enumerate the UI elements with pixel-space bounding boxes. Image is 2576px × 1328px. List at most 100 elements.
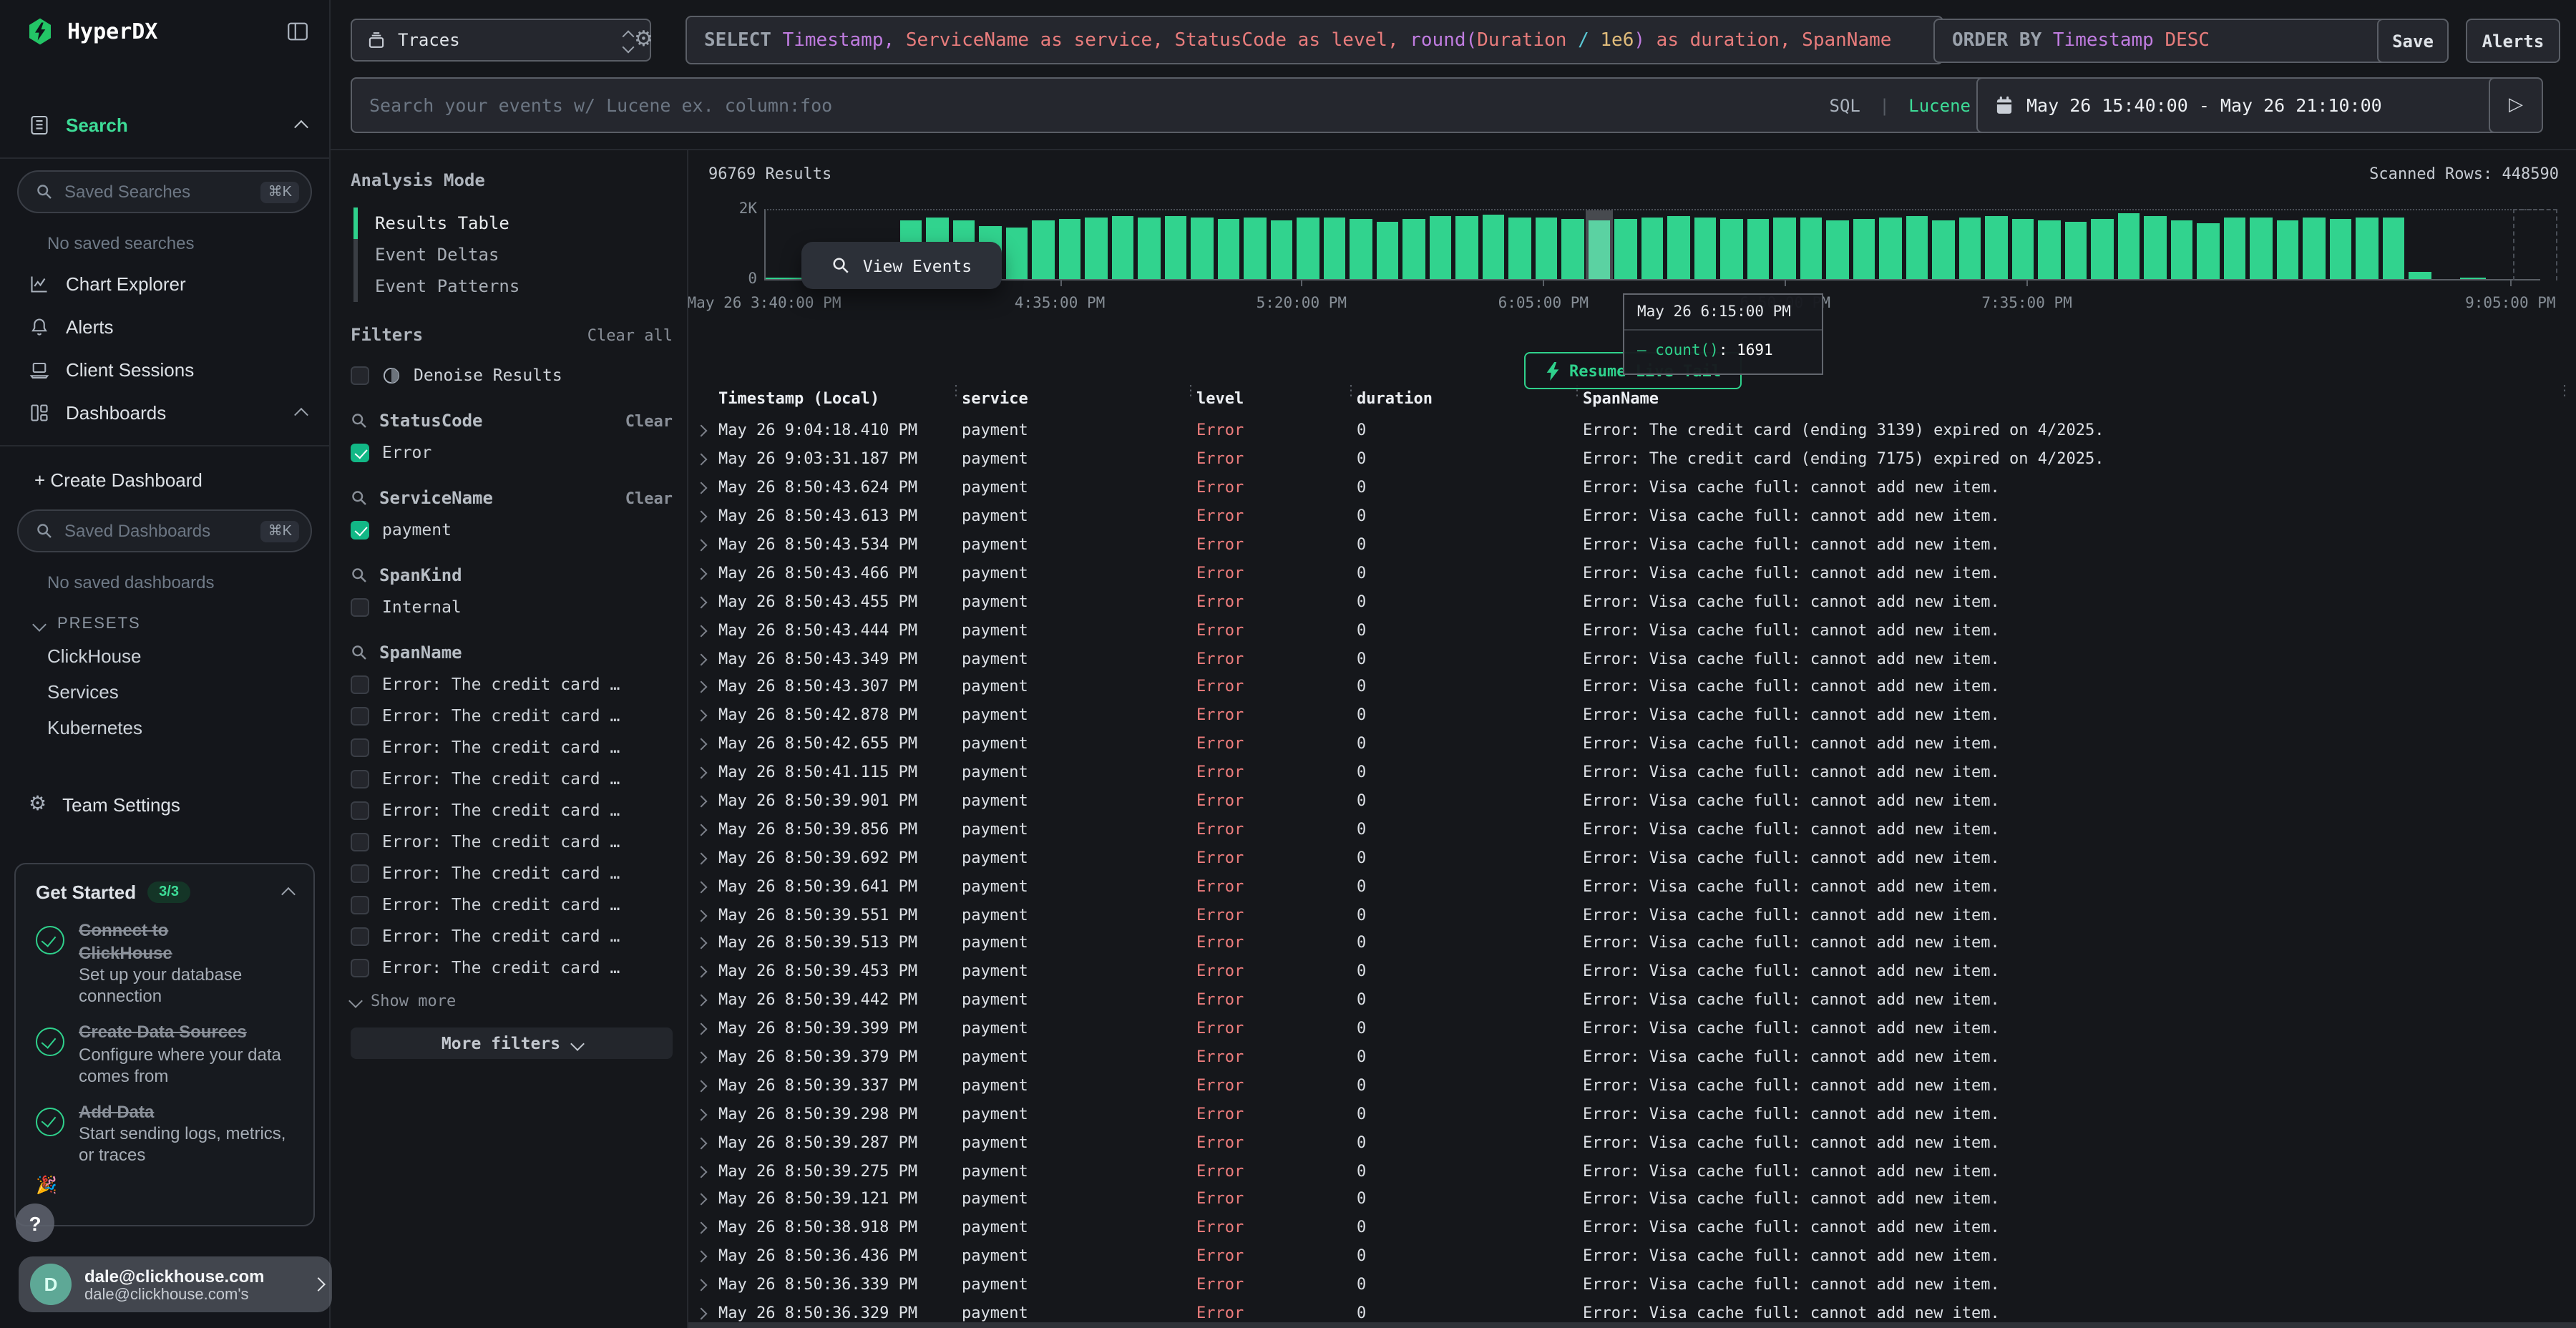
histogram-bar[interactable] [1826, 221, 1848, 279]
checkbox-unchecked[interactable] [351, 675, 369, 693]
checkbox-checked[interactable] [351, 443, 369, 462]
histogram-bar[interactable] [2038, 220, 2060, 279]
row-expand-icon[interactable] [697, 1304, 718, 1322]
histogram-bar[interactable] [2329, 219, 2351, 279]
table-row[interactable]: May 26 8:50:36.436 PMpaymentError0Error:… [688, 1242, 2576, 1271]
row-expand-icon[interactable] [697, 592, 718, 611]
sidebar-item-team-settings[interactable]: ⚙ Team Settings [0, 783, 329, 826]
histogram-bar[interactable] [1747, 220, 1769, 280]
histogram-bar[interactable] [2144, 216, 2166, 279]
histogram-bar[interactable] [2117, 214, 2140, 279]
col-spanname[interactable]: SpanName [1583, 389, 2576, 407]
table-row[interactable]: May 26 9:04:18.410 PMpaymentError0Error:… [688, 416, 2576, 445]
horizontal-scrollbar[interactable] [688, 1322, 2576, 1328]
table-row[interactable]: May 26 8:50:43.534 PMpaymentError0Error:… [688, 530, 2576, 559]
row-expand-icon[interactable] [697, 1190, 718, 1209]
row-expand-icon[interactable] [697, 678, 718, 696]
row-expand-icon[interactable] [697, 934, 718, 952]
histogram-bar[interactable] [1191, 218, 1214, 279]
row-expand-icon[interactable] [697, 820, 718, 839]
date-range-picker[interactable]: May 26 15:40:00 - May 26 21:10:00 [1976, 77, 2503, 133]
checkbox-unchecked[interactable] [351, 706, 369, 725]
histogram-bar[interactable] [1165, 216, 1187, 279]
table-row[interactable]: May 26 8:50:39.513 PMpaymentError0Error:… [688, 929, 2576, 957]
histogram-bar[interactable] [1720, 219, 1742, 279]
histogram-bar[interactable] [2091, 219, 2113, 279]
histogram-bar[interactable] [2223, 217, 2245, 279]
row-expand-icon[interactable] [697, 564, 718, 582]
histogram-bar[interactable] [1641, 218, 1664, 279]
view-events-tooltip-button[interactable]: View Events [801, 242, 1002, 289]
collapse-sidebar-icon[interactable] [286, 20, 309, 43]
search-icon[interactable] [351, 567, 368, 584]
sidebar-item-dashboards[interactable]: Dashboards [0, 391, 329, 434]
checkbox-unchecked[interactable] [351, 769, 369, 788]
column-grip-icon[interactable]: ⋮ [949, 384, 963, 399]
col-duration[interactable]: duration [1357, 389, 1583, 407]
checkbox-unchecked[interactable] [351, 832, 369, 851]
alerts-button[interactable]: Alerts [2466, 19, 2560, 63]
histogram-bar[interactable] [1536, 218, 1558, 279]
histogram-bar[interactable] [1006, 227, 1028, 279]
histogram-bar[interactable] [2459, 277, 2486, 279]
checkbox-unchecked[interactable] [351, 958, 369, 977]
row-expand-icon[interactable] [697, 535, 718, 554]
search-icon[interactable] [351, 644, 368, 661]
checkbox-unchecked[interactable] [351, 895, 369, 914]
histogram-bar[interactable] [2303, 218, 2325, 279]
run-query-button[interactable]: ▷ [2489, 77, 2543, 133]
histogram-bar[interactable] [1932, 220, 1954, 279]
get-started-step[interactable]: Connect to ClickHouse Set up your databa… [16, 912, 313, 1013]
save-button[interactable]: Save [2377, 19, 2449, 63]
table-row[interactable]: May 26 8:50:43.455 PMpaymentError0Error:… [688, 587, 2576, 616]
histogram-bar[interactable] [1694, 218, 1716, 279]
row-expand-icon[interactable] [697, 905, 718, 924]
histogram-bar[interactable] [1483, 215, 1505, 279]
show-more-link[interactable]: Show more [351, 992, 673, 1010]
table-row[interactable]: May 26 8:50:39.298 PMpaymentError0Error:… [688, 1100, 2576, 1128]
denoise-results-checkbox[interactable]: Denoise Results [351, 365, 673, 385]
preset-services[interactable]: Services [0, 674, 329, 710]
histogram-bar[interactable] [1324, 218, 1346, 279]
table-row[interactable]: May 26 8:50:39.641 PMpaymentError0Error:… [688, 872, 2576, 901]
lang-lucene-toggle[interactable]: Lucene [1908, 95, 1971, 115]
filter-option-spanname[interactable]: Error: The credit card … [351, 831, 673, 851]
checkbox-unchecked[interactable] [351, 597, 369, 616]
table-row[interactable]: May 26 8:50:39.337 PMpaymentError0Error:… [688, 1071, 2576, 1100]
histogram-bar[interactable] [2409, 273, 2431, 279]
filter-option-spanname[interactable]: Error: The credit card … [351, 957, 673, 977]
col-level[interactable]: level [1196, 389, 1357, 407]
checkbox-unchecked[interactable] [351, 864, 369, 882]
sidebar-item-chart-explorer[interactable]: Chart Explorer [0, 262, 329, 305]
histogram-bar[interactable] [2064, 223, 2087, 279]
histogram-bar[interactable] [1059, 219, 1081, 279]
presets-toggle[interactable]: PRESETS [0, 601, 329, 638]
row-expand-icon[interactable] [697, 1219, 718, 1237]
table-row[interactable]: May 26 8:50:43.444 PMpaymentError0Error:… [688, 615, 2576, 644]
row-expand-icon[interactable] [697, 991, 718, 1010]
histogram-bar[interactable] [1906, 215, 1928, 279]
table-row[interactable]: May 26 9:03:31.187 PMpaymentError0Error:… [688, 445, 2576, 474]
table-row[interactable]: May 26 8:50:43.307 PMpaymentError0Error:… [688, 673, 2576, 701]
table-row[interactable]: May 26 8:50:43.466 PMpaymentError0Error:… [688, 559, 2576, 587]
table-row[interactable]: May 26 8:50:43.349 PMpaymentError0Error:… [688, 644, 2576, 673]
tab-event-deltas[interactable]: Event Deltas [358, 239, 673, 270]
order-by-input[interactable]: ORDER BY Timestamp DESC [1933, 19, 2394, 63]
histogram-bar[interactable] [2197, 223, 2219, 279]
row-expand-icon[interactable] [697, 620, 718, 639]
checkbox-unchecked[interactable] [351, 366, 369, 384]
histogram-bar[interactable] [1853, 219, 1875, 279]
clear-group-link[interactable]: Clear [625, 411, 673, 430]
table-row[interactable]: May 26 8:50:39.287 PMpaymentError0Error:… [688, 1128, 2576, 1157]
table-row[interactable]: May 26 8:50:43.613 PMpaymentError0Error:… [688, 502, 2576, 530]
histogram-bar[interactable] [1615, 219, 1637, 279]
histogram-bar[interactable] [2356, 218, 2378, 279]
saved-searches-input[interactable]: Saved Searches ⌘K [17, 170, 312, 213]
table-row[interactable]: May 26 8:50:42.878 PMpaymentError0Error:… [688, 701, 2576, 730]
sidebar-item-client-sessions[interactable]: Client Sessions [0, 348, 329, 391]
histogram-bar[interactable] [1112, 216, 1134, 279]
saved-dashboards-input[interactable]: Saved Dashboards ⌘K [17, 509, 312, 552]
filter-option-spanname[interactable]: Error: The credit card … [351, 926, 673, 946]
row-expand-icon[interactable] [697, 1161, 718, 1180]
row-expand-icon[interactable] [697, 734, 718, 753]
